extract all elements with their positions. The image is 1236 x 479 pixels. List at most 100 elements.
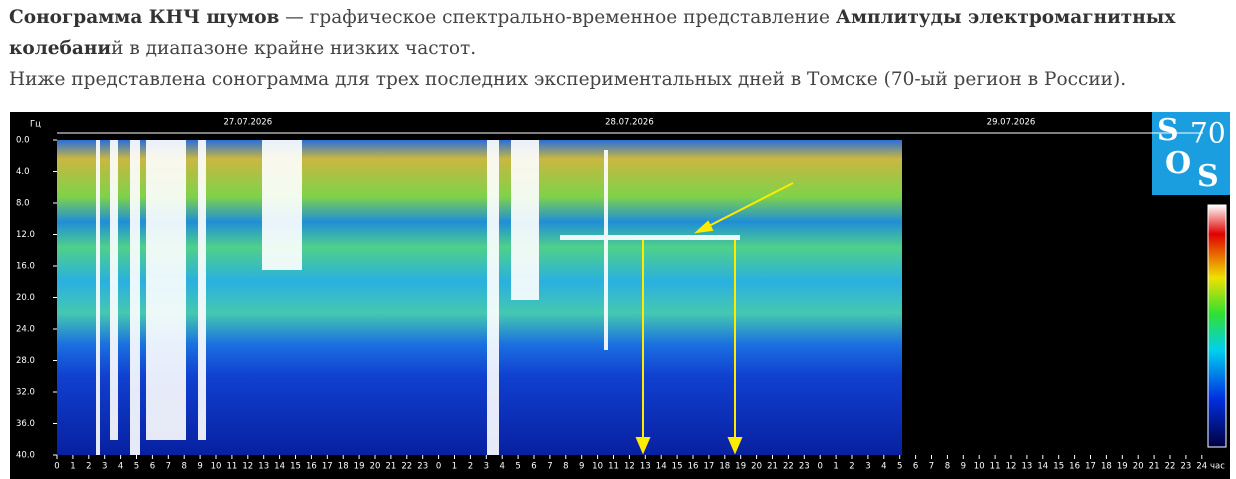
x-tick-label: 12 xyxy=(624,462,635,472)
x-tick-label: 7 xyxy=(166,462,171,472)
x-tick-label: 2 xyxy=(468,462,473,472)
x-tick-label: 21 xyxy=(767,462,778,472)
x-tick-label: 6 xyxy=(531,462,536,472)
x-tick-label: 2 xyxy=(849,462,854,472)
date-label: 29.07.2026 xyxy=(987,118,1036,128)
logo-text: S xyxy=(1157,113,1179,148)
x-tick-label: 17 xyxy=(703,462,714,472)
y-tick-label: 0.0 xyxy=(16,136,30,146)
x-tick-label: 9 xyxy=(579,462,584,472)
x-tick-label: 9 xyxy=(197,462,202,472)
x-tick-label: 19 xyxy=(354,462,365,472)
x-tick-label: 14 xyxy=(656,462,667,472)
x-tick-label: 18 xyxy=(719,462,730,472)
logo-text: S xyxy=(1197,159,1219,194)
x-tick-label: 19 xyxy=(1117,462,1128,472)
bold-text: Сонограмма КНЧ шумов xyxy=(9,7,280,28)
spectrogram-area xyxy=(57,140,902,455)
text: — графическое спектрально-временное пред… xyxy=(279,7,836,28)
x-tick-label: 9 xyxy=(961,462,966,472)
x-tick-label: 23 xyxy=(1180,462,1191,472)
x-tick-label: 18 xyxy=(338,462,349,472)
paragraph: Сонограмма КНЧ шумов — графическое спект… xyxy=(9,2,1231,64)
x-tick-label: 21 xyxy=(1149,462,1160,472)
date-label: 28.07.2026 xyxy=(605,118,654,128)
x-unit: час xyxy=(1210,462,1225,472)
x-tick-label: 16 xyxy=(1069,462,1080,472)
x-tick-label: 12 xyxy=(242,462,253,472)
x-tick-label: 12 xyxy=(1006,462,1017,472)
x-tick-label: 3 xyxy=(102,462,107,472)
y-tick-label: 24.0 xyxy=(16,325,35,335)
x-tick-label: 5 xyxy=(515,462,520,472)
y-tick-label: 16.0 xyxy=(16,262,35,272)
x-tick-label: 11 xyxy=(990,462,1001,472)
x-tick-label: 0 xyxy=(54,462,59,472)
x-tick-label: 15 xyxy=(672,462,683,472)
x-tick-label: 8 xyxy=(945,462,950,472)
x-tick-label: 4 xyxy=(499,462,504,472)
x-tick-label: 7 xyxy=(929,462,934,472)
x-tick-label: 19 xyxy=(735,462,746,472)
x-tick-label: 10 xyxy=(592,462,603,472)
x-tick-label: 6 xyxy=(150,462,155,472)
x-tick-label: 22 xyxy=(1165,462,1176,472)
x-tick-label: 16 xyxy=(688,462,699,472)
x-tick-label: 7 xyxy=(547,462,552,472)
x-tick-label: 0 xyxy=(817,462,822,472)
y-tick-label: 32.0 xyxy=(16,388,35,398)
y-tick-label: 36.0 xyxy=(16,419,35,429)
x-tick-label: 17 xyxy=(322,462,333,472)
x-tick-label: 4 xyxy=(881,462,886,472)
y-tick-label: 28.0 xyxy=(16,356,35,366)
x-tick-label: 23 xyxy=(417,462,428,472)
x-tick-label: 10 xyxy=(974,462,985,472)
paragraph: Ниже представлена сонограмма для трех по… xyxy=(9,69,1127,90)
x-tick-label: 20 xyxy=(751,462,762,472)
intro: Сонограмма КНЧ шумов — графическое спект… xyxy=(9,2,1231,95)
x-tick-label: 18 xyxy=(1101,462,1112,472)
x-tick-label: 16 xyxy=(306,462,317,472)
x-tick-label: 10 xyxy=(211,462,222,472)
y-tick-label: 4.0 xyxy=(16,167,30,177)
date-label: 27.07.2026 xyxy=(223,118,272,128)
x-tick-label: 20 xyxy=(370,462,381,472)
x-tick-label: 11 xyxy=(608,462,619,472)
x-tick-label: 23 xyxy=(799,462,810,472)
x-tick-label: 1 xyxy=(452,462,457,472)
x-tick-label: 13 xyxy=(258,462,269,472)
y-tick-label: 12.0 xyxy=(16,230,35,240)
x-tick-label: 0 xyxy=(436,462,441,472)
x-tick-label: 22 xyxy=(783,462,794,472)
x-tick-label: 3 xyxy=(865,462,870,472)
logo-text: O xyxy=(1165,146,1191,181)
bursts xyxy=(96,140,740,455)
x-tick-label: 24 xyxy=(1196,462,1207,472)
x-tick-label: 1 xyxy=(70,462,75,472)
x-tick-label: 4 xyxy=(118,462,123,472)
x-tick-label: 3 xyxy=(484,462,489,472)
x-tick-label: 11 xyxy=(226,462,237,472)
x-tick-label: 21 xyxy=(385,462,396,472)
x-tick-label: 5 xyxy=(897,462,902,472)
x-tick-label: 8 xyxy=(563,462,568,472)
logo-box xyxy=(1152,112,1230,195)
y-tick-label: 8.0 xyxy=(16,199,30,209)
x-tick-label: 2 xyxy=(86,462,91,472)
x-tick-label: 1 xyxy=(833,462,838,472)
x-tick-label: 20 xyxy=(1133,462,1144,472)
x-tick-label: 5 xyxy=(134,462,139,472)
x-tick-label: 15 xyxy=(1053,462,1064,472)
x-tick-label: 6 xyxy=(913,462,918,472)
x-tick-label: 13 xyxy=(640,462,651,472)
x-tick-label: 13 xyxy=(1021,462,1032,472)
x-tick-label: 15 xyxy=(290,462,301,472)
x-tick-label: 17 xyxy=(1085,462,1096,472)
x-tick-label: 22 xyxy=(401,462,412,472)
y-tick-label: 40.0 xyxy=(16,451,35,461)
bold-text: Амплитуды электромагнитных колебани xyxy=(9,7,1176,59)
x-tick-label: 14 xyxy=(274,462,285,472)
x-tick-label: 8 xyxy=(181,462,186,472)
